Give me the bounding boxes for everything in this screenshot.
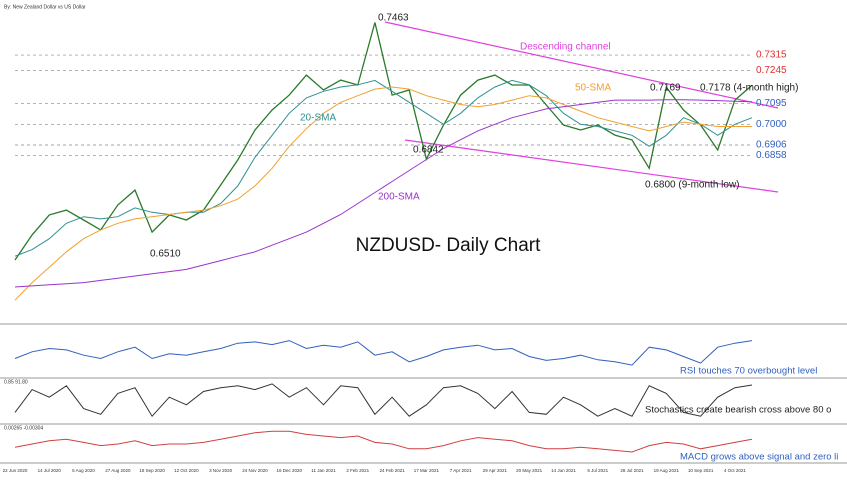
x-tick-label: 20 May 2021 xyxy=(516,468,543,473)
series-line xyxy=(14,79,753,257)
indicator-header: 0.00265 -0.00304 xyxy=(4,425,43,431)
annotation: 0.7169 xyxy=(650,83,681,94)
annotation: 0.7178 (4-month high) xyxy=(700,83,798,94)
x-tick-label: 24 Nov 2020 xyxy=(242,468,268,473)
x-tick-label: 4 Oct 2021 xyxy=(724,468,747,473)
indicator-caption: MACD grows above signal and zero li xyxy=(680,452,838,463)
x-tick-label: 5 Jul 2021 xyxy=(587,468,608,473)
x-tick-label: 5 Aug 2020 xyxy=(72,468,95,473)
series-line xyxy=(14,22,753,261)
x-tick-label: 16 Dec 2020 xyxy=(276,468,302,473)
level-label: 0.7095 xyxy=(756,98,787,109)
x-tick-label: 11 Jan 2021 xyxy=(311,468,336,473)
indicator-caption: RSI touches 70 overbought level xyxy=(680,366,817,377)
level-label: 0.7315 xyxy=(756,50,787,61)
source: By: New Zealand Dollar vs US Dollar xyxy=(4,4,86,10)
x-tick-label: 27 Aug 2020 xyxy=(105,468,131,473)
x-tick-label: 10 Sep 2021 xyxy=(688,468,714,473)
channel-upper xyxy=(384,21,779,109)
series-line xyxy=(14,86,752,301)
x-tick-label: 2 Feb 2021 xyxy=(346,468,369,473)
x-tick-label: 29 Apr 2021 xyxy=(483,468,508,473)
annotation: 0.6510 xyxy=(150,249,181,260)
series-line xyxy=(14,99,753,288)
channel-lower xyxy=(404,139,779,193)
annotation: Descending channel xyxy=(520,42,611,53)
series-line xyxy=(14,340,753,366)
annotation: 0.7463 xyxy=(378,13,409,24)
series-label: 200-SMA xyxy=(378,192,420,203)
x-tick-label: 22 Jun 2020 xyxy=(3,468,28,473)
annotation: 0.6842 xyxy=(413,145,444,156)
x-tick-label: 17 Mar 2021 xyxy=(414,468,440,473)
level-label: 0.7000 xyxy=(756,119,787,130)
series-label: 20-SMA xyxy=(300,113,336,124)
chart-title: NZDUSD- Daily Chart xyxy=(356,235,541,256)
x-tick-label: 12 Oct 2020 xyxy=(174,468,199,473)
x-tick-label: 3 Nov 2020 xyxy=(209,468,233,473)
indicator-caption: Stochastics create bearish cross above 8… xyxy=(645,405,831,416)
series-line xyxy=(14,383,753,418)
level-label: 0.6858 xyxy=(756,150,787,161)
x-tick-label: 14 Jun 2021 xyxy=(551,468,576,473)
x-tick-label: 19 Aug 2021 xyxy=(654,468,680,473)
x-tick-label: 7 Apr 2021 xyxy=(450,468,472,473)
indicator-header: 0.85 91.80 xyxy=(4,379,28,385)
level-label: 0.7245 xyxy=(756,65,787,76)
x-tick-label: 24 Feb 2021 xyxy=(379,468,405,473)
x-tick-label: 18 Sep 2020 xyxy=(139,468,165,473)
annotation: 0.6800 (9-month low) xyxy=(645,180,740,191)
series-label: 50-SMA xyxy=(575,83,611,94)
x-tick-label: 28 Jul 2021 xyxy=(620,468,644,473)
x-tick-label: 14 Jul 2020 xyxy=(38,468,62,473)
level-label: 0.6906 xyxy=(756,140,787,151)
series-line xyxy=(14,430,753,453)
